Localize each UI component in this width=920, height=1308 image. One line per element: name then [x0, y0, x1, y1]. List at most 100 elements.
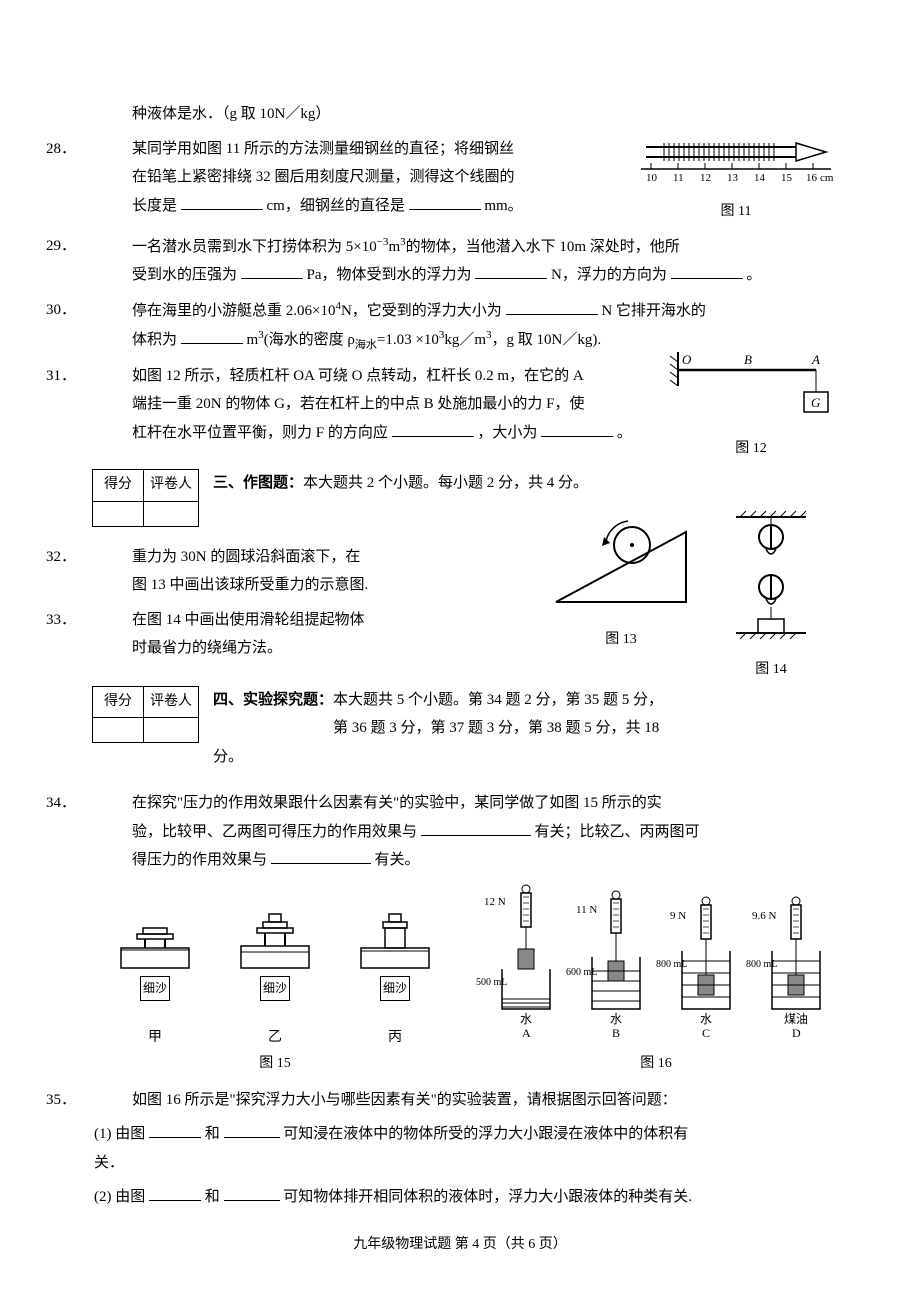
svg-text:9.6 N: 9.6 N	[752, 910, 777, 922]
t: 。	[617, 425, 632, 441]
fig16: 12 N 500 mL 水 A 11 N 600 mL 水 B	[476, 881, 836, 1078]
q30-num: 30．	[46, 296, 76, 325]
score-cell	[93, 501, 144, 526]
t: 和	[205, 1189, 220, 1205]
t: Pa，物体受到水的浮力为	[307, 267, 472, 283]
tick-unit: cm	[820, 172, 834, 184]
q33-num: 33．	[46, 606, 76, 635]
q31: 31． G O B A 图 12 如图 12 所示，轻质杠	[84, 362, 836, 463]
fig15-b: 细沙 乙	[224, 908, 326, 1052]
exam-page: 种液体是水．（g 取 10N／kg） 28．	[0, 0, 920, 1308]
fig11-label: 图 11	[636, 199, 836, 226]
score-table-3: 得分 评卷人	[92, 469, 199, 527]
q32-line1: 重力为 30N 的圆球沿斜面滚下，在	[132, 543, 836, 572]
q28-l3a: 长度是	[132, 198, 177, 214]
q27-text: 种液体是水．（g 取 10N／kg）	[132, 106, 330, 122]
blank	[409, 192, 481, 210]
fig15: 细沙 甲 细沙 乙	[104, 908, 446, 1078]
q34-line3: 得压力的作用效果与 有关。	[132, 846, 836, 875]
svg-text:C: C	[702, 1026, 710, 1040]
sub: 海水	[355, 339, 377, 351]
q33: 33． 在图 14 中画出使用滑轮组提起物体 时最省力的绕绳方法。	[84, 606, 836, 663]
s4l3: 分。	[213, 749, 243, 765]
t: 验，比较甲、乙两图可得压力的作用效果与	[132, 824, 417, 840]
section4-text: 四、实验探究题：本大题共 5 个小题。第 34 题 2 分，第 35 题 5 分…	[213, 686, 836, 772]
q34: 34． 在探究"压力的作用效果跟什么因素有关"的实验中，某同学做了如图 15 所…	[84, 789, 836, 875]
t: ，大小为	[477, 425, 537, 441]
blank	[241, 262, 303, 280]
q29-num: 29．	[46, 232, 76, 261]
t: 有关。	[375, 852, 420, 868]
q35-num: 35．	[46, 1086, 76, 1115]
reviewer-label: 评卷人	[144, 686, 199, 718]
blank	[271, 847, 371, 865]
section4-header: 得分 评卷人 四、实验探究题：本大题共 5 个小题。第 34 题 2 分，第 3…	[92, 686, 836, 772]
figs-15-16: 细沙 甲 细沙 乙	[104, 881, 836, 1078]
q29-line2: 受到水的压强为 Pa，物体受到水的浮力为 N，浮力的方向为 。	[132, 261, 836, 290]
fig15-label: 图 15	[104, 1051, 446, 1078]
reviewer-cell	[144, 501, 199, 526]
q35-sub1: (1) 由图 和 可知浸在液体中的物体所受的浮力大小跟浸在液体中的体积有 关．	[84, 1120, 836, 1177]
svg-text:B: B	[612, 1026, 620, 1040]
t: 可知物体排开相同体积的液体时，浮力大小跟液体的种类有关.	[283, 1189, 692, 1205]
blank	[181, 192, 263, 210]
t: 受到水的压强为	[132, 267, 237, 283]
blank	[421, 818, 531, 836]
q35: 35． 如图 16 所示是"探究浮力大小与哪些因素有关"的实验装置，请根据图示回…	[84, 1086, 836, 1115]
reviewer-cell	[144, 718, 199, 743]
t: 和	[205, 1126, 220, 1142]
t: 体积为	[132, 332, 177, 348]
fig16-label: 图 16	[476, 1051, 836, 1078]
tick10: 10	[646, 172, 658, 184]
blank	[149, 1121, 201, 1139]
fig15-c: 细沙 丙	[344, 908, 446, 1052]
blank	[149, 1184, 201, 1202]
tick13: 13	[727, 172, 739, 184]
blank	[541, 419, 613, 437]
svg-text:水: 水	[700, 1012, 712, 1026]
q32-line2: 图 13 中画出该球所受重力的示意图.	[132, 571, 836, 600]
score-label: 得分	[93, 470, 144, 502]
q29-line1: 一名潜水员需到水下打捞体积为 5×10−3m3的物体，当他潜入水下 10m 深处…	[132, 232, 836, 262]
t: N 它排开海水的	[601, 303, 706, 319]
section3-body: 本大题共 2 个小题。每小题 2 分，共 4 分。	[303, 475, 588, 491]
sand-label: 细沙	[260, 976, 290, 1001]
t: 杠杆在水平位置平衡，则力 F 的方向应	[132, 425, 388, 441]
s4l1: 本大题共 5 个小题。第 34 题 2 分，第 35 题 5 分，	[333, 692, 663, 708]
blank	[475, 262, 547, 280]
label-O: O	[682, 352, 692, 367]
q34-line1: 在探究"压力的作用效果跟什么因素有关"的实验中，某同学做了如图 15 所示的实	[132, 789, 836, 818]
label-B: B	[744, 352, 752, 367]
svg-text:A: A	[522, 1026, 531, 1040]
score-cell	[93, 718, 144, 743]
t: ，g 取 10N／kg).	[492, 332, 602, 348]
q33-line2: 时最省力的绕绳方法。	[132, 634, 836, 663]
tick15: 15	[781, 172, 793, 184]
svg-text:煤油: 煤油	[784, 1012, 808, 1026]
svg-text:600 mL: 600 mL	[566, 967, 597, 978]
fig15-a-label: 甲	[104, 1025, 206, 1052]
fig15-a: 细沙 甲	[104, 908, 206, 1052]
sand-label: 细沙	[140, 976, 170, 1001]
blank	[671, 262, 743, 280]
t: 的物体，当他潜入水下 10m 深处时，他所	[406, 239, 680, 255]
svg-text:水: 水	[520, 1012, 532, 1026]
section3-text: 三、作图题：本大题共 2 个小题。每小题 2 分，共 4 分。	[213, 469, 836, 498]
t: 有关；比较乙、丙两图可	[535, 824, 700, 840]
q32-num: 32．	[46, 543, 76, 572]
blank	[392, 419, 474, 437]
t: 关．	[94, 1149, 836, 1178]
q33-line1: 在图 14 中画出使用滑轮组提起物体	[132, 606, 836, 635]
svg-text:12 N: 12 N	[484, 896, 506, 908]
t: m	[388, 239, 400, 255]
t: N，它受到的浮力大小为	[341, 303, 502, 319]
svg-text:水: 水	[610, 1012, 622, 1026]
q28-num: 28．	[46, 135, 76, 164]
lever-svg: G O B A	[666, 346, 836, 426]
tick12: 12	[700, 172, 711, 184]
t: m	[247, 332, 259, 348]
t: kg／m	[444, 332, 486, 348]
fig12: G O B A 图 12	[666, 346, 836, 463]
t: (2) 由图	[94, 1189, 145, 1205]
q34-line2: 验，比较甲、乙两图可得压力的作用效果与 有关；比较乙、丙两图可	[132, 818, 836, 847]
